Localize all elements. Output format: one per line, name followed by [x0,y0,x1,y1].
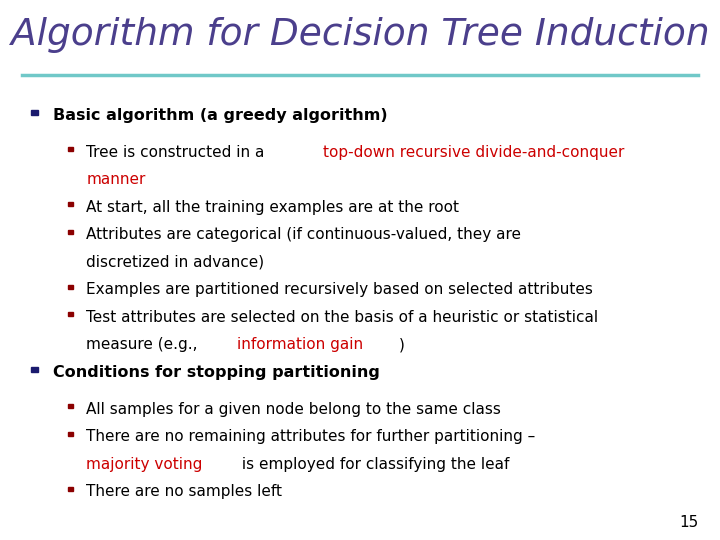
Text: manner: manner [86,172,145,187]
Bar [68,432,73,435]
Bar [68,487,73,490]
Text: top-down recursive divide-and-conquer: top-down recursive divide-and-conquer [323,145,624,160]
Text: Examples are partitioned recursively based on selected attributes: Examples are partitioned recursively bas… [86,282,593,298]
Bar [68,285,73,288]
Text: is employed for classifying the leaf: is employed for classifying the leaf [237,457,509,472]
Text: Attributes are categorical (if continuous-valued, they are: Attributes are categorical (if continuou… [86,227,521,242]
Text: measure (e.g.,: measure (e.g., [86,338,203,353]
Bar [68,312,73,316]
Text: majority voting: majority voting [86,457,203,472]
Text: At start, all the training examples are at the root: At start, all the training examples are … [86,200,459,215]
Bar [68,202,73,206]
Bar [68,230,73,233]
Text: There are no samples left: There are no samples left [86,484,282,500]
Bar [32,367,38,372]
Text: discretized in advance): discretized in advance) [86,255,264,270]
Text: information gain: information gain [237,338,363,353]
Text: ): ) [400,338,405,353]
Bar [68,404,73,408]
Text: Algorithm for Decision Tree Induction: Algorithm for Decision Tree Induction [11,17,709,53]
Text: Tree is constructed in a: Tree is constructed in a [86,145,270,160]
Text: 15: 15 [679,515,698,530]
Text: Conditions for stopping partitioning: Conditions for stopping partitioning [53,365,379,380]
Text: Test attributes are selected on the basis of a heuristic or statistical: Test attributes are selected on the basi… [86,310,598,325]
Bar [68,147,73,151]
Text: Basic algorithm (a greedy algorithm): Basic algorithm (a greedy algorithm) [53,108,387,123]
Text: There are no remaining attributes for further partitioning –: There are no remaining attributes for fu… [86,429,536,444]
Bar [32,110,38,114]
Text: All samples for a given node belong to the same class: All samples for a given node belong to t… [86,402,501,417]
